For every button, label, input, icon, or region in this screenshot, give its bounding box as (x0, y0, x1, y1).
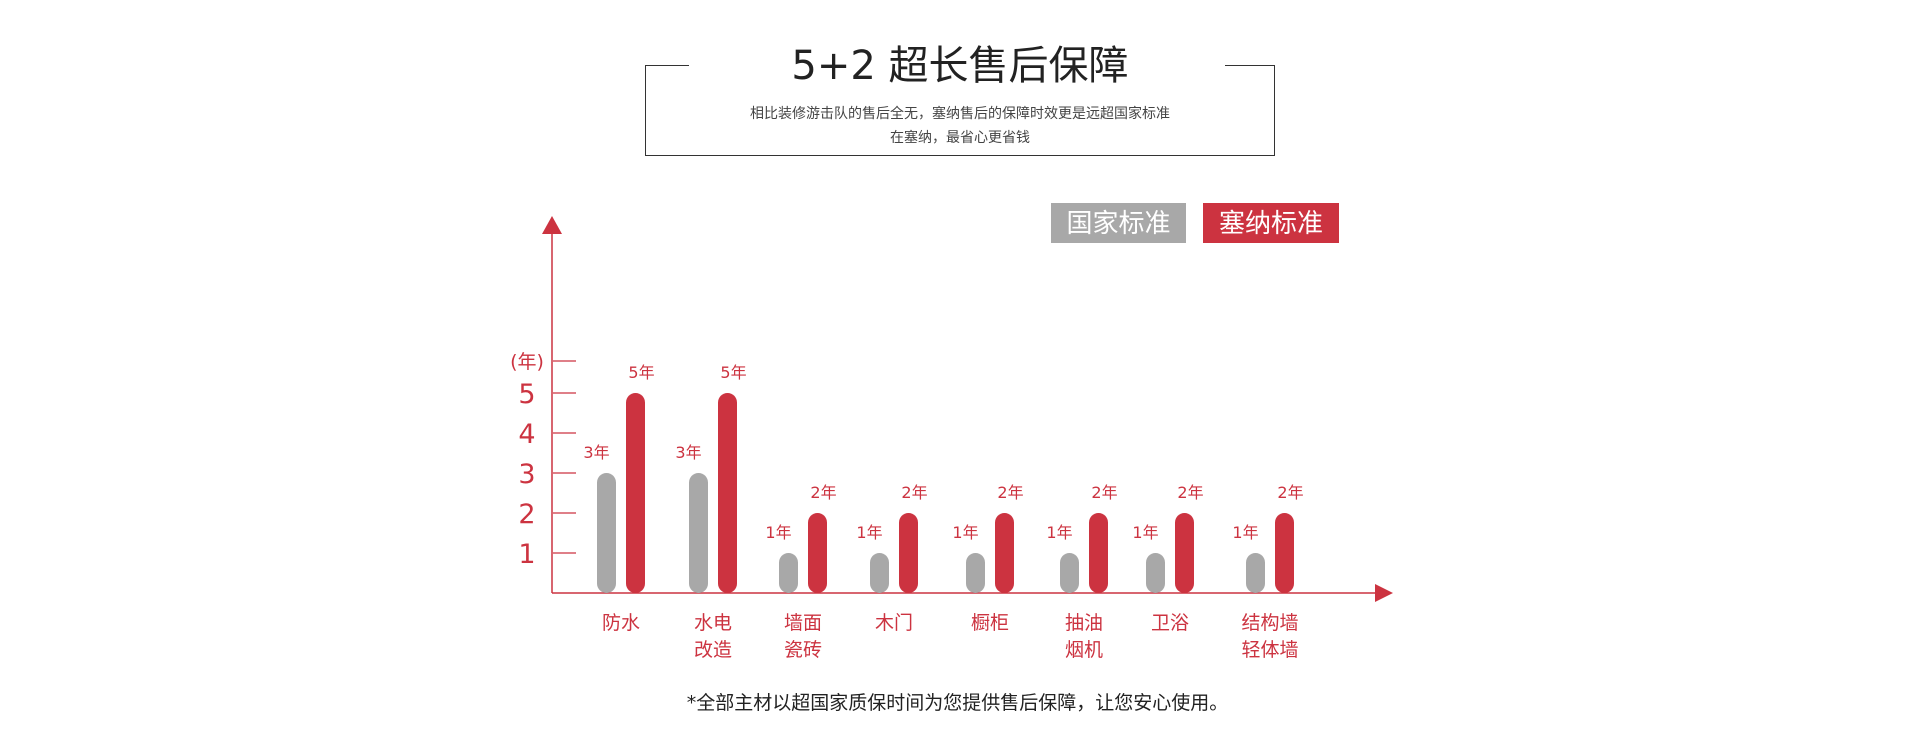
category-label: 木门 (875, 612, 913, 634)
x-axis-arrow (1375, 584, 1393, 602)
y-tick-label: 1 (518, 539, 535, 570)
bar-national (966, 553, 985, 593)
data-label: 2年 (1091, 483, 1117, 502)
bar-seina (1175, 513, 1194, 593)
data-label: 5年 (720, 363, 746, 382)
data-label: 5年 (628, 363, 654, 382)
category-label: 轻体墙 (1241, 639, 1298, 661)
y-tick-label: 3 (518, 459, 535, 490)
legend-swatch-seina (1203, 203, 1339, 243)
header-frame-top-right (1225, 65, 1275, 66)
legend-label: 国家标准 (1066, 209, 1170, 239)
data-label: 2年 (1277, 483, 1303, 502)
bar-seina (995, 513, 1014, 593)
header-box: 5+2 超长售后保障 相比装修游击队的售后全无，塞纳售后的保障时效更是远超国家标… (645, 40, 1275, 156)
y-tick-label: 5 (518, 379, 535, 410)
header-frame (645, 65, 1275, 156)
bar-seina (808, 513, 827, 593)
data-label: 1年 (1046, 523, 1072, 542)
header-frame-top-left (645, 65, 689, 66)
category-label: 结构墙 (1241, 612, 1298, 634)
bar-seina (899, 513, 918, 593)
bar-national (1060, 553, 1079, 593)
data-label: 2年 (1177, 483, 1203, 502)
category-label: 防水 (602, 612, 640, 634)
bar-national (689, 473, 708, 593)
data-label: 2年 (997, 483, 1023, 502)
category-label: 橱柜 (971, 612, 1009, 634)
bar-seina (718, 393, 737, 593)
legend-label: 塞纳标准 (1219, 209, 1323, 239)
data-label: 1年 (952, 523, 978, 542)
header-description: 相比装修游击队的售后全无，塞纳售后的保障时效更是远超国家标准 在塞纳，最省心更省… (645, 102, 1275, 150)
data-label: 1年 (1232, 523, 1258, 542)
data-label: 1年 (856, 523, 882, 542)
category-label: 抽油 (1065, 612, 1103, 634)
category-label: 墙面 (784, 612, 822, 634)
bar-national (597, 473, 616, 593)
bar-seina (626, 393, 645, 593)
bar-national (870, 553, 889, 593)
data-label: 3年 (583, 443, 609, 462)
bar-national (1146, 553, 1165, 593)
y-axis-arrow (542, 216, 562, 234)
data-label: 1年 (765, 523, 791, 542)
bar-seina (1089, 513, 1108, 593)
data-label: 1年 (1132, 523, 1158, 542)
category-label: 瓷砖 (784, 639, 822, 661)
page-title: 5+2 超长售后保障 (791, 43, 1129, 89)
legend-swatch-national (1051, 203, 1186, 243)
y-axis-label: (年) (510, 351, 544, 373)
category-label: 烟机 (1065, 639, 1103, 661)
y-tick-label: 4 (518, 419, 535, 450)
y-tick-label: 2 (518, 499, 535, 530)
data-label: 2年 (901, 483, 927, 502)
bar-national (779, 553, 798, 593)
description-line-2: 在塞纳，最省心更省钱 (890, 130, 1030, 146)
bar-national (1246, 553, 1265, 593)
category-label: 水电 (694, 612, 732, 634)
data-label: 3年 (675, 443, 701, 462)
category-label: 卫浴 (1151, 612, 1189, 634)
description-line-1: 相比装修游击队的售后全无，塞纳售后的保障时效更是远超国家标准 (750, 106, 1170, 122)
bar-seina (1275, 513, 1294, 593)
category-label: 改造 (694, 639, 732, 661)
data-label: 2年 (810, 483, 836, 502)
footnote: *全部主材以超国家质保时间为您提供售后保障，让您安心使用。 (686, 692, 1229, 714)
